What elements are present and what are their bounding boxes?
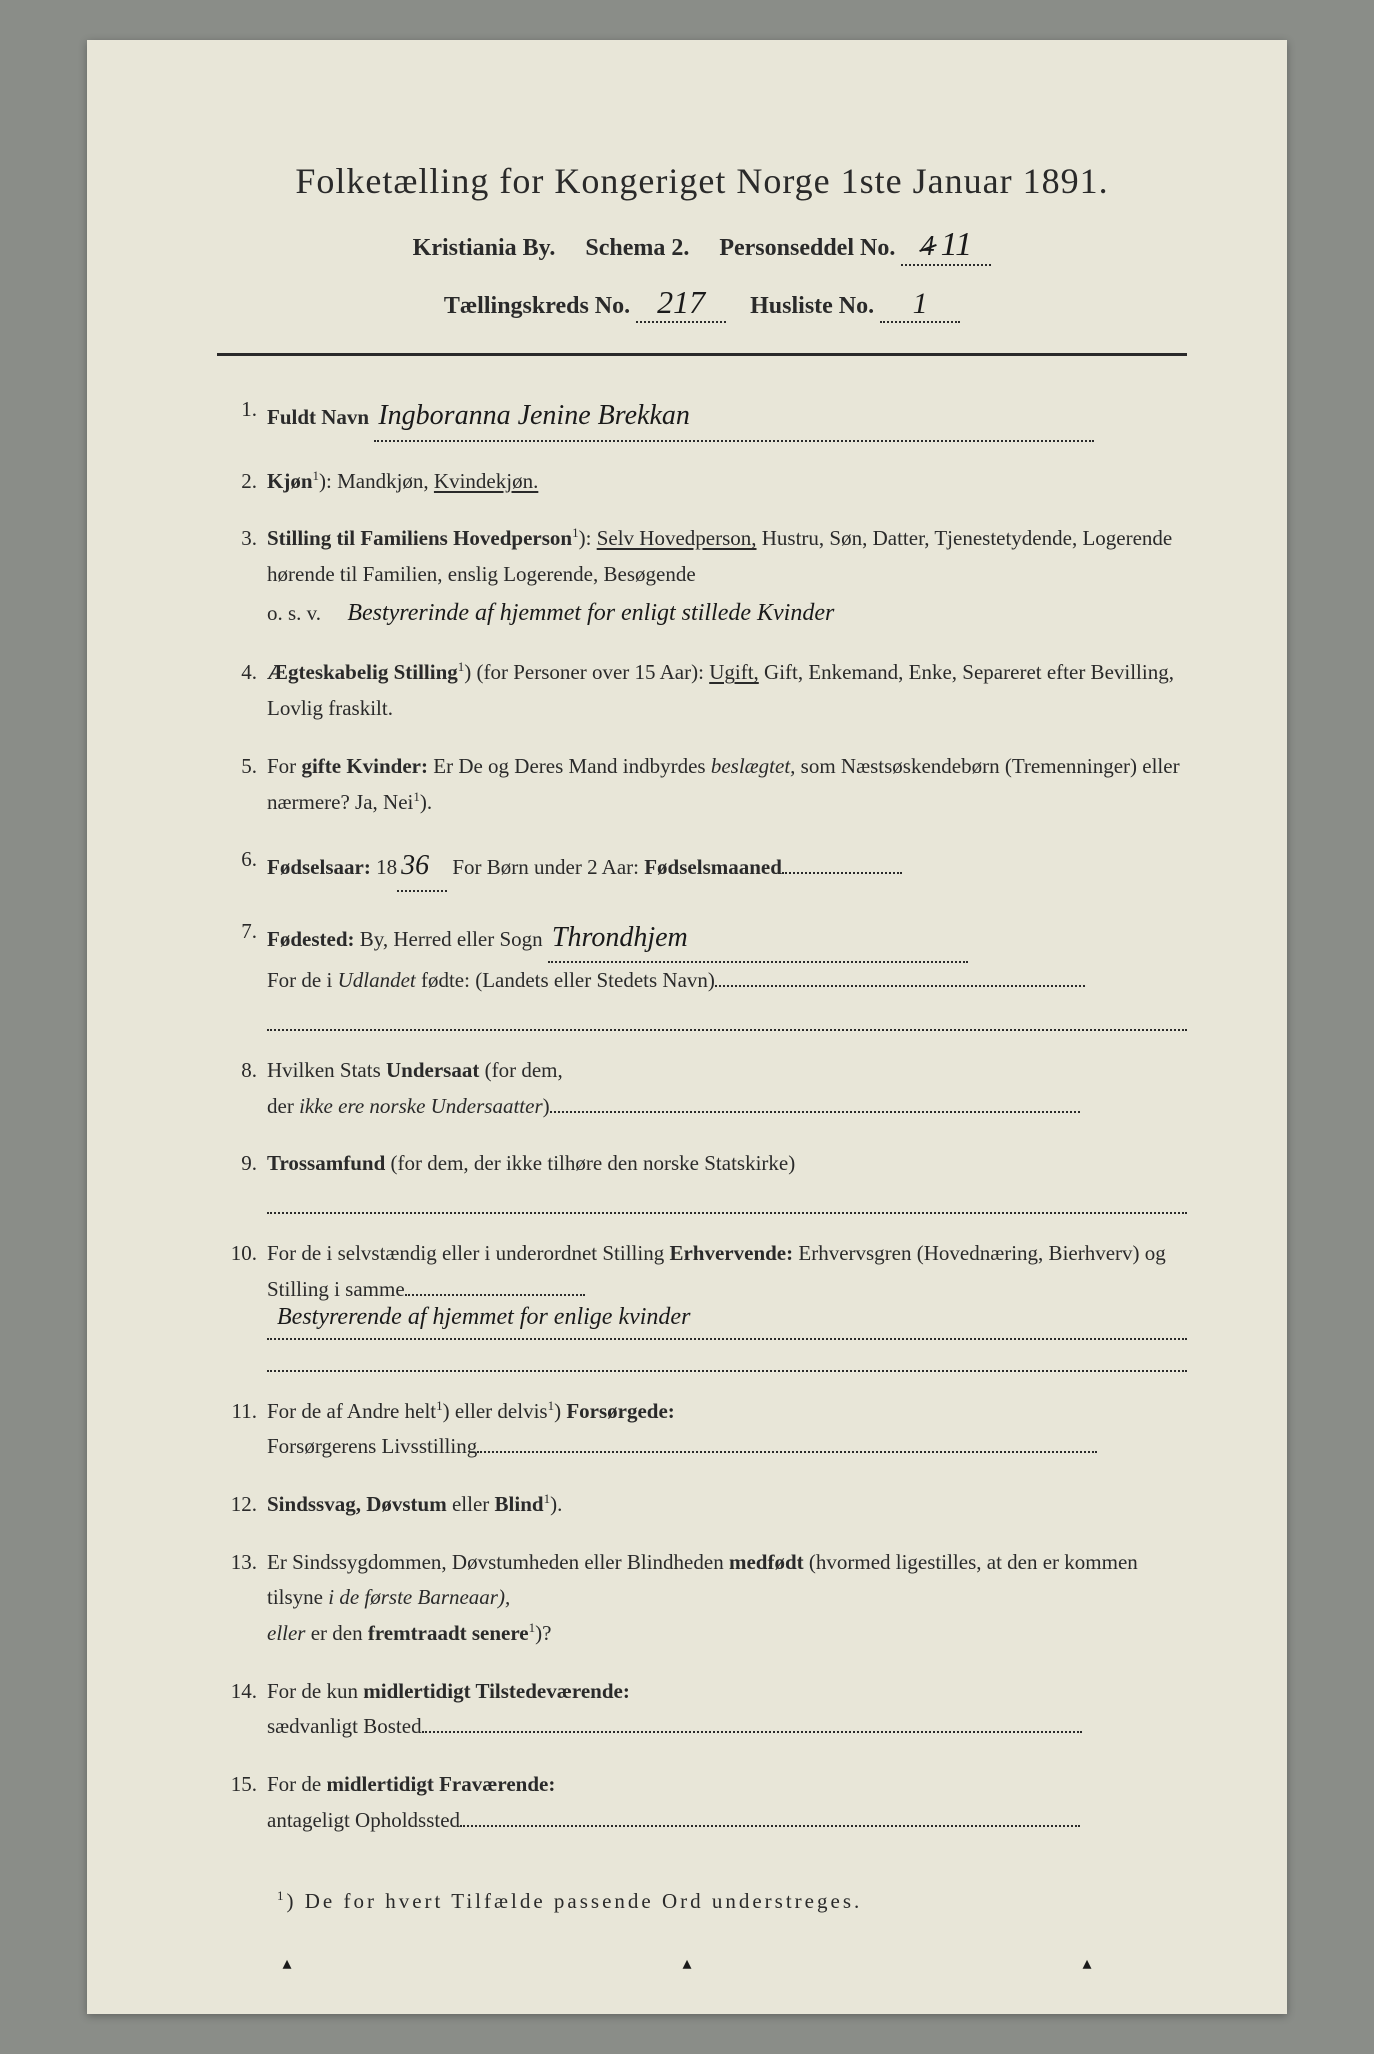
kreds-label: Tællingskreds No.: [444, 293, 630, 319]
field-6: 6. Fødselsaar: 1836 For Børn under 2 Aar…: [217, 842, 1187, 892]
field-3-handwriting: Bestyrerinde af hjemmet for enligt still…: [347, 600, 834, 626]
subtitle-line-1: Kristiania By. Schema 2. Personseddel No…: [217, 226, 1187, 266]
field-num: 11.: [217, 1394, 267, 1465]
field-9-label: Trossamfund: [267, 1151, 385, 1175]
field-7-value: Throndhjem: [552, 914, 688, 962]
field-num: 3.: [217, 521, 267, 633]
field-num: 4.: [217, 655, 267, 726]
field-13: 13. Er Sindssygdommen, Døvstumheden elle…: [217, 1545, 1187, 1652]
field-1: 1. Fuldt Navn Ingboranna Jenine Brekkan: [217, 392, 1187, 442]
field-2: 2. Kjøn1): Mandkjøn, Kvindekjøn.: [217, 464, 1187, 500]
field-10: 10. For de i selvstændig eller i underor…: [217, 1236, 1187, 1371]
field-12: 12. Sindssvag, Døvstum eller Blind1).: [217, 1487, 1187, 1523]
field-num: 9.: [217, 1146, 267, 1214]
field-3: 3. Stilling til Familiens Hovedperson1):…: [217, 521, 1187, 633]
field-num: 2.: [217, 464, 267, 500]
field-4-selected: Ugift,: [709, 660, 759, 684]
page-markers: ▴ ▴ ▴: [87, 1953, 1287, 1974]
field-num: 1.: [217, 392, 267, 442]
field-6-label: Fødselsaar:: [267, 855, 371, 879]
personseddel-label: Personseddel No.: [719, 235, 895, 261]
marker-icon: ▴: [1082, 1953, 1091, 1974]
field-2-label: Kjøn: [267, 469, 313, 493]
marker-icon: ▴: [282, 1953, 291, 1974]
schema-label: Schema 2.: [585, 235, 689, 261]
subtitle-line-2: Tællingskreds No. 217 Husliste No. 1: [217, 284, 1187, 323]
field-1-value: Ingboranna Jenine Brekkan: [378, 392, 690, 440]
field-num: 5.: [217, 749, 267, 820]
field-6-year: 36: [401, 842, 429, 890]
field-4-label: Ægteskabelig Stilling: [267, 660, 458, 684]
husliste-label: Husliste No.: [750, 293, 874, 319]
census-form-page: Folketælling for Kongeriget Norge 1ste J…: [87, 40, 1287, 2014]
divider: [217, 353, 1187, 356]
field-num: 7.: [217, 914, 267, 1031]
field-11: 11. For de af Andre helt1) eller delvis1…: [217, 1394, 1187, 1465]
field-num: 13.: [217, 1545, 267, 1652]
field-7: 7. Fødested: By, Herred eller Sogn Thron…: [217, 914, 1187, 1031]
field-14: 14. For de kun midlertidigt Tilstedevære…: [217, 1674, 1187, 1745]
field-2-selected: Kvindekjøn.: [434, 469, 538, 493]
kreds-value: 217: [657, 284, 705, 321]
field-10-value: Bestyrerende af hjemmet for enlige kvind…: [277, 1297, 690, 1338]
field-1-label: Fuldt Navn: [267, 405, 369, 429]
page-title: Folketælling for Kongeriget Norge 1ste J…: [217, 160, 1187, 202]
field-num: 14.: [217, 1674, 267, 1745]
personseddel-struck: 4: [921, 231, 935, 263]
field-num: 6.: [217, 842, 267, 892]
city-label: Kristiania By.: [413, 235, 556, 261]
field-4: 4. Ægteskabelig Stilling1) (for Personer…: [217, 655, 1187, 726]
field-9: 9. Trossamfund (for dem, der ikke tilhør…: [217, 1146, 1187, 1214]
personseddel-value: 11: [941, 226, 972, 264]
field-5: 5. For gifte Kvinder: Er De og Deres Man…: [217, 749, 1187, 820]
field-3-selected: Selv Hovedperson,: [597, 526, 757, 550]
field-7-label: Fødested:: [267, 927, 355, 951]
field-8: 8. Hvilken Stats Undersaat (for dem, der…: [217, 1053, 1187, 1124]
footnote: 1) De for hvert Tilfælde passende Ord un…: [217, 1888, 1187, 1914]
marker-icon: ▴: [682, 1953, 691, 1974]
field-num: 10.: [217, 1236, 267, 1371]
field-15: 15. For de midlertidigt Fraværende: anta…: [217, 1767, 1187, 1838]
husliste-value: 1: [913, 287, 928, 321]
field-num: 15.: [217, 1767, 267, 1838]
field-3-label: Stilling til Familiens Hovedperson: [267, 526, 572, 550]
field-num: 8.: [217, 1053, 267, 1124]
field-num: 12.: [217, 1487, 267, 1523]
